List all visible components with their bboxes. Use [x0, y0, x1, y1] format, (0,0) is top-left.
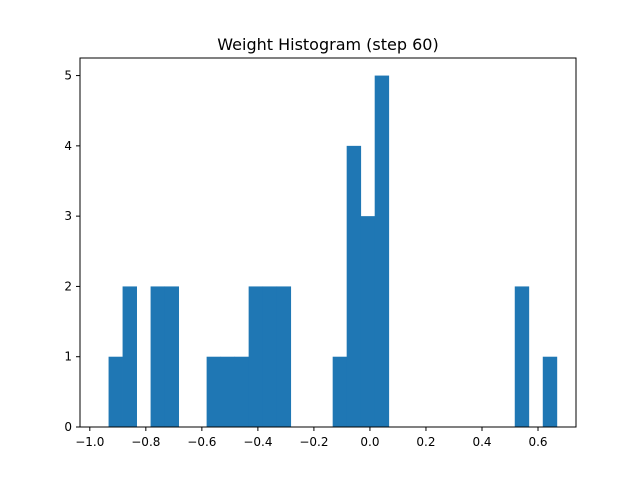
y-tick-label-1: 1	[64, 350, 72, 364]
x-tick-label-5: 0.0	[360, 435, 379, 449]
histogram-bar-31	[542, 356, 558, 427]
histogram-bar-19	[374, 75, 390, 427]
x-tick-label-7: 0.4	[472, 435, 491, 449]
histogram-bar-1	[122, 286, 137, 427]
y-tick-label-3: 3	[64, 209, 72, 223]
histogram-bar-18	[360, 216, 376, 427]
histogram-bar-16	[332, 356, 348, 427]
histogram-bar-10	[248, 286, 264, 427]
x-tick-label-3: −0.4	[243, 435, 272, 449]
x-axis-ticks: −1.0 −0.8 −0.6 −0.4 −0.2 0.0 0.2 0.4 0.6	[75, 427, 548, 449]
histogram-bar-9	[234, 356, 250, 427]
histogram-bar-0	[108, 356, 123, 427]
x-tick-label-0: −1.0	[75, 435, 104, 449]
x-tick-label-8: 0.6	[528, 435, 547, 449]
histogram-bar-7	[206, 356, 222, 427]
y-tick-label-5: 5	[64, 69, 72, 83]
histogram-bar-4	[164, 286, 180, 427]
histogram-bar-11	[262, 286, 278, 427]
histogram-bar-17	[346, 145, 362, 428]
histogram-bar-3	[150, 286, 165, 427]
x-tick-label-2: −0.6	[187, 435, 216, 449]
y-tick-label-2: 2	[64, 279, 72, 293]
chart-title: Weight Histogram (step 60)	[217, 35, 438, 54]
bars-layer	[108, 75, 558, 428]
y-tick-label-0: 0	[64, 420, 72, 434]
x-tick-label-4: −0.2	[299, 435, 328, 449]
histogram-bar-29	[514, 286, 530, 427]
x-tick-label-1: −0.8	[131, 435, 160, 449]
x-tick-label-6: 0.2	[416, 435, 435, 449]
histogram-bar-8	[220, 356, 236, 427]
y-tick-label-4: 4	[64, 139, 72, 153]
histogram-bar-12	[276, 286, 292, 427]
axes-frame	[79, 57, 577, 428]
y-axis-ticks: 0 1 2 3 4 5	[64, 69, 80, 434]
